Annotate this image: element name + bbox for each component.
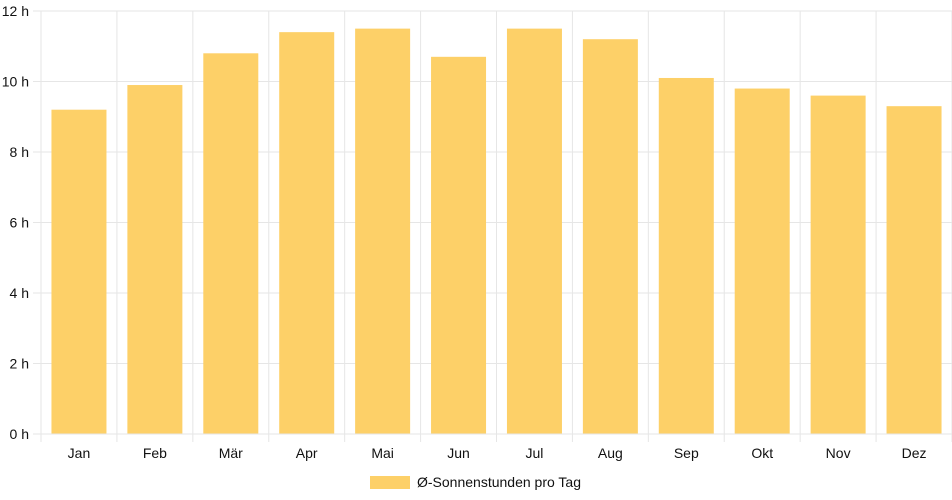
x-tick-label: Mär <box>219 445 243 461</box>
y-tick-label: 6 h <box>10 215 29 231</box>
y-axis-tick-labels: 0 h 2 h 4 h 6 h 8 h 10 h 12 h <box>2 3 29 442</box>
x-tick-label: Jun <box>447 445 470 461</box>
chart-legend[interactable]: Ø-Sonnenstunden pro Tag <box>370 474 581 490</box>
bar-mär[interactable] <box>203 53 259 435</box>
bar-jul[interactable] <box>506 28 562 434</box>
y-tick-label: 0 h <box>10 426 29 442</box>
x-tick-label: Nov <box>826 445 851 461</box>
y-tick-label: 10 h <box>2 74 29 90</box>
x-tick-label: Feb <box>143 445 167 461</box>
bar-okt[interactable] <box>734 88 790 435</box>
x-tick-label: Apr <box>296 445 318 461</box>
bar-nov[interactable] <box>810 95 866 434</box>
bar-feb[interactable] <box>127 85 183 435</box>
x-tick-label: Okt <box>751 445 773 461</box>
legend-label: Ø-Sonnenstunden pro Tag <box>417 474 581 490</box>
chart-axes <box>33 11 952 435</box>
y-tick-label: 8 h <box>10 144 29 160</box>
y-tick-label: 2 h <box>10 356 29 372</box>
chart-bars <box>51 28 942 435</box>
bar-sep[interactable] <box>658 77 714 434</box>
bar-mai[interactable] <box>355 28 411 434</box>
x-tick-label: Aug <box>598 445 623 461</box>
y-tick-label: 12 h <box>2 3 29 19</box>
x-tick-label: Jul <box>526 445 544 461</box>
x-tick-label: Jan <box>68 445 91 461</box>
bar-apr[interactable] <box>279 32 335 435</box>
legend-swatch <box>370 476 410 489</box>
chart-grid <box>33 10 952 442</box>
bar-dez[interactable] <box>886 106 942 435</box>
bar-jan[interactable] <box>51 109 107 434</box>
x-tick-label: Sep <box>674 445 699 461</box>
x-tick-label: Mai <box>371 445 394 461</box>
bar-aug[interactable] <box>582 39 638 434</box>
x-axis-tick-labels: Jan Feb Mär Apr Mai Jun Jul Aug Sep Okt Nov Dez <box>68 445 927 461</box>
x-tick-label: Dez <box>902 445 927 461</box>
y-tick-label: 4 h <box>10 285 29 301</box>
bar-jun[interactable] <box>431 56 487 434</box>
